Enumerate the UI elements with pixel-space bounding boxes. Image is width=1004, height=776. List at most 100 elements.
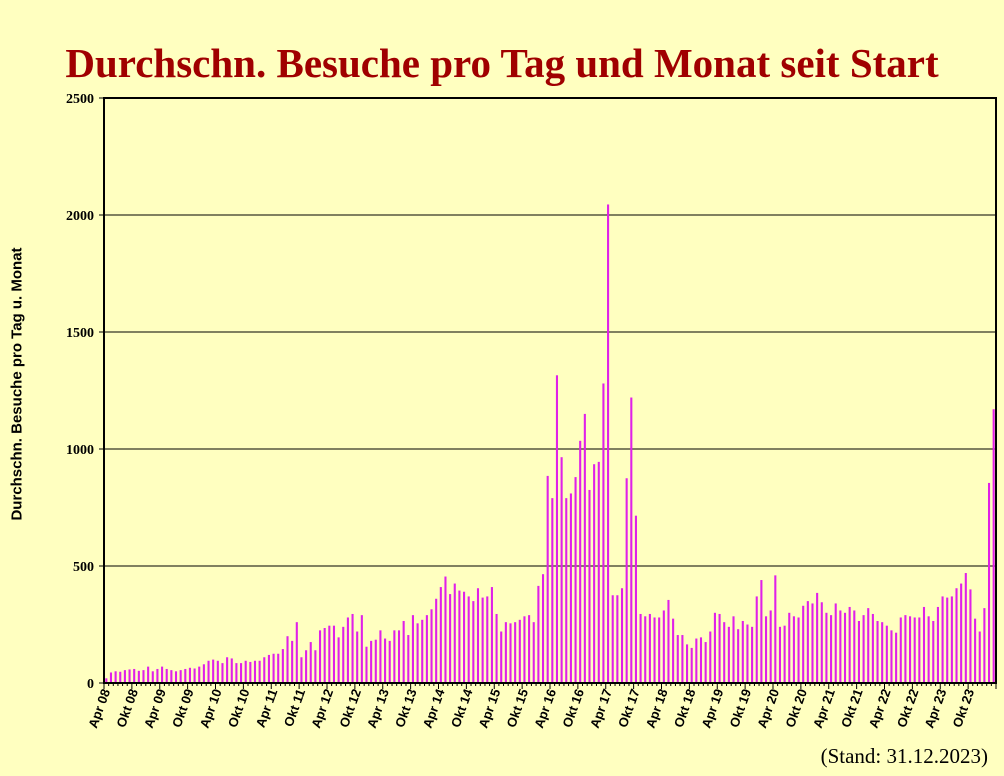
bar	[323, 628, 326, 683]
bar	[509, 623, 512, 683]
bar	[351, 613, 354, 683]
bar	[579, 440, 582, 683]
bar	[277, 653, 280, 683]
bar	[941, 596, 944, 683]
bar	[109, 672, 113, 683]
bar	[778, 626, 782, 683]
y-tick-label: 2000	[66, 209, 94, 224]
bar	[718, 613, 721, 683]
x-tick-label: Okt 08	[113, 687, 141, 729]
bar	[528, 615, 531, 683]
x-tick-label: Okt 16	[559, 687, 587, 729]
bar	[806, 601, 809, 683]
bar	[774, 575, 777, 683]
bar	[895, 632, 898, 683]
bar	[853, 610, 856, 683]
bar	[909, 616, 912, 683]
bar	[867, 608, 870, 683]
x-tick-label: Apr 16	[531, 687, 559, 730]
x-tick-label: Okt 22	[894, 687, 922, 729]
bar	[876, 620, 879, 683]
gridlines	[104, 214, 996, 567]
y-tick-label: 2500	[66, 92, 94, 107]
x-tick-label: Okt 13	[392, 687, 420, 729]
x-tick-label: Okt 20	[782, 687, 810, 729]
bar	[672, 618, 675, 683]
bar	[458, 590, 461, 683]
bar	[932, 620, 935, 683]
bar	[597, 461, 600, 683]
bar	[686, 644, 689, 683]
bar	[709, 631, 712, 683]
bar	[950, 596, 953, 683]
bar	[212, 659, 215, 683]
bar	[151, 671, 154, 683]
x-tick-label: Apr 09	[141, 687, 169, 730]
bar	[411, 615, 414, 683]
bar	[198, 666, 201, 683]
bar	[565, 498, 568, 683]
bar	[365, 646, 368, 683]
bar	[755, 596, 758, 683]
bar	[318, 630, 322, 683]
bar	[760, 580, 763, 683]
bar	[560, 457, 563, 683]
bar	[955, 588, 958, 683]
x-tick-label: Apr 14	[420, 686, 448, 730]
bar	[662, 610, 665, 683]
bar	[811, 603, 814, 683]
bar	[374, 639, 377, 683]
bar	[463, 591, 466, 683]
bar	[356, 631, 359, 683]
bar	[946, 597, 949, 683]
bar	[960, 583, 963, 683]
bar	[830, 615, 833, 683]
bar	[133, 668, 136, 683]
bar	[983, 608, 986, 683]
bar	[922, 606, 926, 683]
chart-title: Durchschn. Besuche pro Tag und Monat sei…	[65, 40, 939, 86]
x-tick-label: Apr 12	[308, 687, 336, 730]
bar	[616, 595, 619, 683]
x-tick-label: Apr 15	[475, 687, 503, 730]
bar	[476, 588, 480, 683]
bar	[305, 650, 308, 683]
bar	[820, 602, 823, 683]
bar	[295, 622, 298, 683]
bar	[839, 610, 842, 683]
bar	[300, 657, 303, 683]
bar	[188, 667, 191, 683]
bar	[555, 375, 559, 683]
bar	[816, 592, 819, 683]
bar	[974, 618, 977, 683]
bar	[514, 622, 517, 683]
bar	[500, 631, 503, 683]
x-tick-label: Okt 23	[950, 687, 978, 729]
bar	[504, 622, 507, 683]
bar	[332, 625, 336, 683]
bar	[105, 678, 108, 683]
bar	[416, 623, 419, 683]
bar	[407, 635, 410, 683]
bar	[667, 599, 670, 683]
x-tick-label: Apr 20	[754, 687, 782, 730]
bar	[602, 383, 605, 683]
bar	[388, 640, 391, 683]
bar	[253, 660, 257, 683]
bar	[230, 658, 233, 683]
bar	[681, 635, 684, 683]
bar	[309, 642, 312, 683]
bar	[918, 617, 921, 683]
bar	[170, 670, 173, 683]
bar	[741, 620, 744, 683]
bar	[546, 475, 549, 683]
bar	[857, 620, 860, 683]
bar	[723, 622, 726, 683]
bar	[402, 620, 405, 683]
bar	[444, 576, 447, 683]
bar	[843, 612, 847, 683]
bar	[653, 617, 656, 683]
bar	[337, 637, 340, 683]
bar	[179, 670, 182, 683]
bar	[453, 583, 456, 683]
